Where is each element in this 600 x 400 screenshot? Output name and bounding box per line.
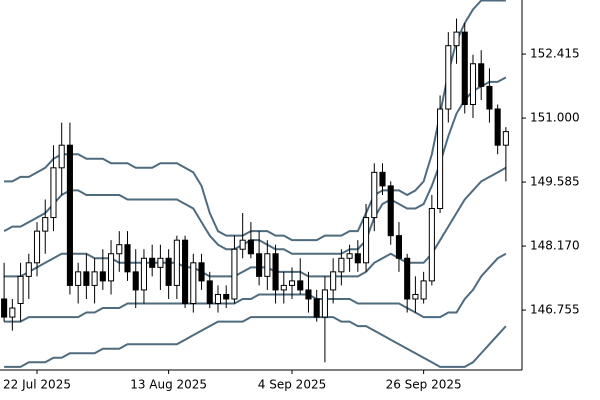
candle-body [486, 85, 493, 110]
candle-body [313, 298, 320, 318]
candle-body [264, 253, 271, 277]
candle-body [107, 253, 115, 282]
candle-body [58, 144, 65, 169]
candle-body [1, 298, 8, 318]
candle-body [297, 280, 304, 291]
candle-body [198, 262, 205, 282]
candle-body [182, 239, 189, 305]
candle-body [494, 108, 501, 146]
candle-body [330, 271, 337, 291]
candle-body [478, 63, 485, 87]
candle-body [231, 248, 238, 300]
candle-body [387, 185, 394, 237]
candle-body [280, 284, 287, 291]
candle-body [50, 167, 57, 219]
band-line [4, 0, 506, 242]
candle-body [9, 307, 16, 318]
candle-body [371, 171, 378, 219]
candle-body [461, 31, 468, 105]
candle-body [395, 235, 403, 259]
candle-body [321, 289, 328, 318]
candle-body [42, 217, 49, 232]
x-tick-label: 4 Sep 2025 [258, 378, 326, 392]
candle-body [124, 244, 131, 273]
candle-body [346, 253, 353, 259]
candle-body [338, 257, 345, 273]
candle-body [412, 293, 419, 300]
candle-body [469, 63, 477, 105]
candle-body [91, 271, 98, 286]
y-tick-label: 149.585 [530, 175, 580, 189]
band-line [4, 252, 507, 323]
y-tick-label: 148.170 [530, 239, 580, 253]
candle-body [453, 31, 460, 47]
candle-body [140, 257, 148, 291]
candle-body [206, 280, 213, 305]
candle-body [305, 289, 312, 300]
candle-body [132, 271, 139, 291]
x-tick-label: 13 Aug 2025 [130, 378, 207, 392]
candle-body [445, 45, 452, 110]
candle-body [116, 244, 123, 255]
candle-body [502, 131, 509, 146]
band-line [4, 316, 507, 368]
candle-body [25, 262, 32, 277]
candle-body [404, 257, 411, 300]
candle-body [83, 271, 90, 286]
candle-body [17, 275, 24, 305]
candle-body [173, 239, 180, 286]
candle-body [362, 217, 370, 264]
band-line [3, 76, 507, 255]
x-tick-label: 22 Jul 2025 [3, 378, 71, 392]
candle-body [99, 271, 106, 282]
band-line [4, 166, 507, 278]
candle-body [190, 262, 197, 305]
candle-body [288, 280, 296, 286]
candle-body [149, 257, 156, 268]
candle-body [379, 171, 386, 187]
candle-body [428, 208, 435, 282]
y-tick-label: 152.415 [530, 47, 580, 61]
candle-body [437, 108, 444, 210]
candle-body [223, 293, 230, 300]
candle-body [66, 144, 73, 286]
candle-body [247, 239, 254, 255]
candle-body [157, 257, 164, 268]
y-tick-label: 151.000 [530, 111, 580, 125]
candle-body [75, 271, 82, 286]
candle-body [33, 230, 41, 264]
candle-body [239, 239, 246, 250]
candle-body [272, 253, 279, 291]
candle-body [256, 253, 263, 277]
candle-body [420, 280, 427, 300]
candle-body [165, 257, 172, 286]
x-tick-label: 26 Sep 2025 [386, 378, 462, 392]
candle-body [214, 293, 222, 305]
candle-body [354, 253, 361, 264]
y-tick-label: 146.755 [530, 303, 580, 317]
